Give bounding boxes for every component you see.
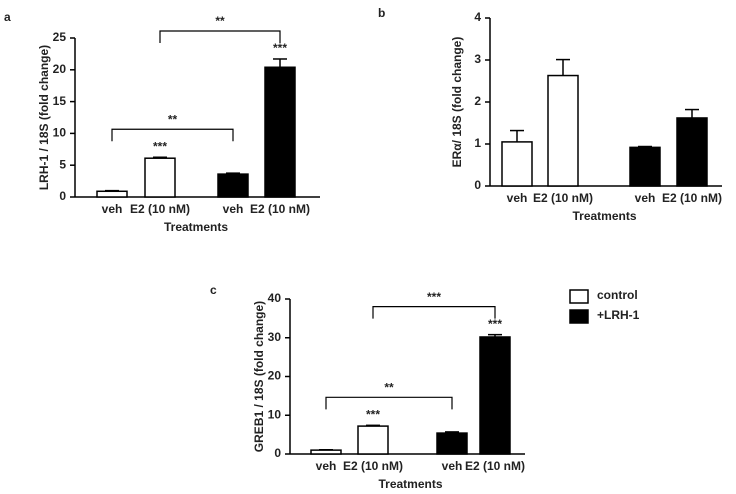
- bar: [310, 449, 342, 455]
- y-tick-label: 15: [53, 94, 67, 108]
- significance-bracket: [372, 306, 496, 319]
- y-tick-label: 0: [59, 189, 66, 203]
- x-axis-label: Treatments: [572, 209, 636, 223]
- bar: [676, 117, 708, 187]
- legend-label: +LRH-1: [597, 308, 640, 322]
- legend-swatch: [569, 309, 589, 324]
- legend-swatch: [569, 289, 589, 304]
- panel-label: a: [4, 10, 11, 24]
- significance-label: ***: [366, 407, 380, 421]
- y-axis-label: ERα/ 18S (fold change): [450, 37, 464, 168]
- x-tick-label: E2 (10 nM): [343, 459, 403, 473]
- bracket-label: ***: [427, 290, 441, 304]
- x-tick-label: veh: [316, 459, 337, 473]
- bar: [144, 157, 176, 198]
- y-tick-label: 5: [59, 157, 66, 171]
- bar: [547, 74, 579, 187]
- y-axis-label: LRH-1 / 18S (fold change): [37, 45, 51, 190]
- panel-label: b: [378, 6, 385, 20]
- x-tick-label: E2 (10 nM): [130, 202, 190, 216]
- y-tick-label: 1: [474, 136, 481, 150]
- y-tick-label: 40: [268, 291, 282, 305]
- bar: [436, 432, 468, 455]
- bracket-label: **: [215, 14, 225, 28]
- x-tick-label: veh: [507, 191, 528, 205]
- significance-bracket: [325, 396, 453, 410]
- x-tick-label: veh: [635, 191, 656, 205]
- y-tick-label: 0: [274, 446, 281, 460]
- bracket-label: **: [168, 112, 178, 126]
- y-tick-label: 2: [474, 94, 481, 108]
- y-tick-label: 10: [53, 126, 67, 140]
- panel-label: c: [210, 283, 217, 297]
- y-axis-label: GREB1 / 18S (fold change): [252, 301, 266, 452]
- x-tick-label: E2 (10 nM): [250, 202, 310, 216]
- significance-label: ***: [153, 139, 167, 153]
- y-tick-label: 10: [268, 407, 282, 421]
- y-tick-label: 3: [474, 52, 481, 66]
- x-tick-label: E2 (10 nM): [533, 191, 593, 205]
- x-tick-label: veh: [442, 459, 463, 473]
- y-tick-label: 25: [53, 30, 67, 44]
- bar: [479, 336, 511, 455]
- bar: [357, 425, 389, 455]
- significance-bracket: [111, 128, 234, 142]
- bar: [501, 141, 533, 187]
- y-tick-label: 4: [474, 10, 481, 24]
- legend-label: control: [597, 288, 638, 302]
- bar: [629, 146, 661, 187]
- significance-label: ***: [488, 317, 502, 331]
- y-tick-label: 0: [474, 178, 481, 192]
- y-tick-label: 20: [268, 369, 282, 383]
- significance-label: ***: [273, 41, 287, 55]
- significance-bracket: [159, 30, 281, 43]
- x-tick-label: veh: [223, 202, 244, 216]
- bar: [217, 173, 249, 198]
- x-axis-label: Treatments: [164, 220, 228, 234]
- bar: [96, 190, 128, 198]
- x-tick-label: E2 (10 nM): [662, 191, 722, 205]
- y-tick-label: 30: [268, 330, 282, 344]
- x-tick-label: veh: [102, 202, 123, 216]
- x-axis-label: Treatments: [378, 477, 442, 491]
- bracket-label: **: [384, 380, 394, 394]
- x-tick-label: E2 (10 nM): [465, 459, 525, 473]
- y-tick-label: 20: [53, 62, 67, 76]
- bar: [264, 66, 296, 198]
